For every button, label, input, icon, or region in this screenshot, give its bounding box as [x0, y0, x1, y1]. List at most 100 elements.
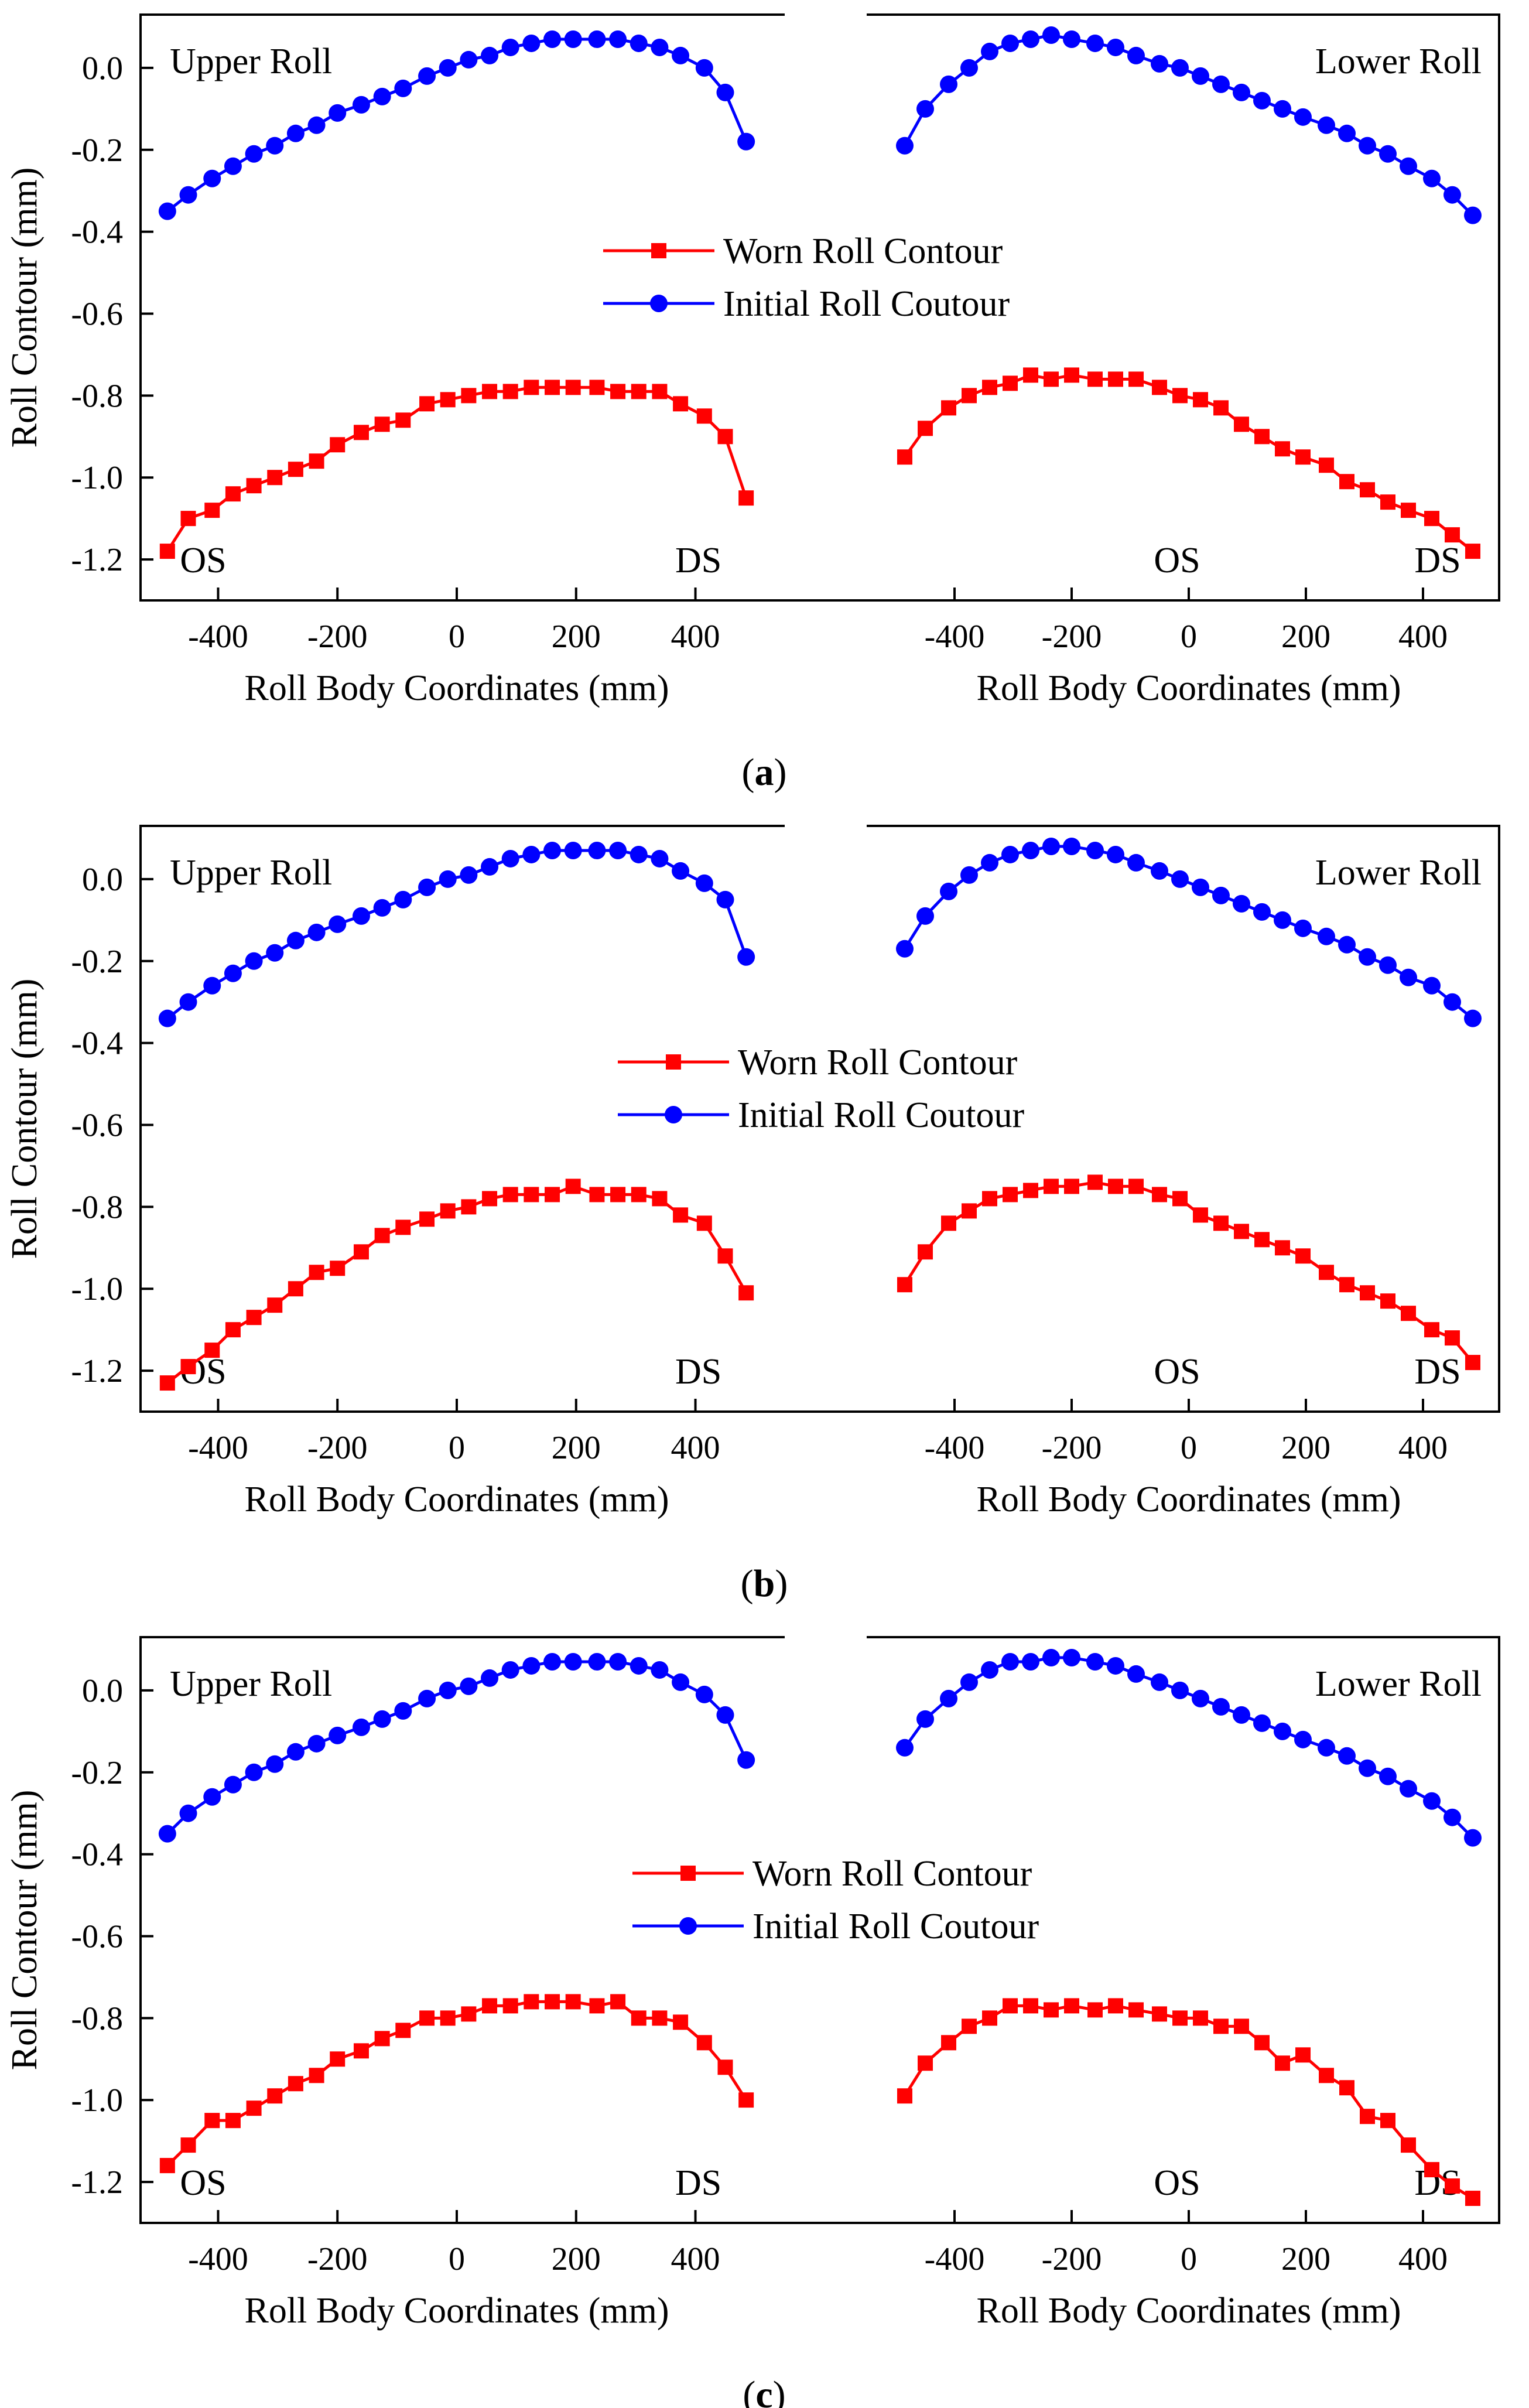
worn-marker [1087, 2002, 1103, 2018]
worn-line [166, 385, 748, 552]
y-tick-label: -0.6 [71, 1107, 123, 1143]
worn-marker [482, 1998, 498, 2014]
x-axis-title: Roll Body Coordinates (mm) [244, 668, 669, 708]
initial-marker [1107, 845, 1124, 863]
initial-marker [481, 858, 499, 876]
initial-line [903, 1656, 1474, 1839]
figure-caption: (b) [741, 1562, 788, 1605]
initial-marker [1423, 1792, 1441, 1810]
initial-marker [439, 1681, 457, 1699]
initial-marker [460, 50, 478, 69]
initial-marker [1212, 886, 1230, 904]
initial-marker [916, 100, 934, 118]
worn-marker [1465, 1355, 1480, 1371]
worn-marker [246, 2100, 262, 2116]
worn-marker [1193, 1207, 1208, 1223]
initial-marker [916, 1710, 934, 1728]
worn-marker [502, 1187, 518, 1203]
initial-marker [224, 157, 242, 175]
y-tick-label: -0.2 [71, 1755, 123, 1791]
initial-marker [1171, 59, 1189, 77]
initial-marker [1127, 46, 1145, 64]
worn-roll-series [897, 1998, 1480, 2207]
initial-marker [651, 38, 669, 56]
worn-marker [1087, 371, 1103, 387]
initial-marker [286, 1743, 305, 1761]
worn-marker [545, 1187, 560, 1203]
initial-marker [439, 59, 457, 77]
worn-marker [1295, 1248, 1311, 1264]
initial-marker [1379, 956, 1397, 974]
worn-marker [1360, 2109, 1375, 2124]
initial-marker [307, 1734, 326, 1753]
worn-roll-series [897, 367, 1480, 559]
initial-marker [245, 145, 263, 163]
initial-marker [245, 952, 263, 970]
y-tick-label: -0.4 [71, 1026, 123, 1062]
figure-caption: (a) [742, 751, 787, 794]
worn-marker [610, 384, 626, 399]
initial-marker [418, 1689, 436, 1707]
initial-marker [630, 1656, 648, 1675]
worn-marker [524, 1187, 539, 1203]
worn-marker [180, 1359, 196, 1375]
initial-marker [224, 1775, 242, 1794]
initial-marker [1359, 948, 1376, 966]
worn-marker [941, 1215, 956, 1231]
os-label: OS [1154, 541, 1200, 580]
x-tick-label: -200 [1042, 2241, 1102, 2277]
worn-marker [159, 544, 175, 559]
worn-marker [941, 400, 956, 416]
figure-a: 0.0 -0.2 -0.4 -0.6 -0.8 -1.0 -1.2 Roll Contour … [5, 12, 1500, 794]
worn-marker [717, 2059, 733, 2075]
x-tick-label: -400 [925, 1430, 985, 1466]
x-tick-label: -200 [1042, 619, 1102, 655]
worn-marker [309, 453, 324, 469]
worn-marker [1003, 375, 1018, 391]
x-tick-label: 0 [449, 619, 465, 655]
initial-marker [203, 976, 221, 995]
initial-marker [1233, 894, 1250, 913]
x-tick-label: 200 [1281, 619, 1330, 655]
initial-marker [737, 1751, 755, 1769]
initial-marker [940, 882, 957, 900]
initial-marker [588, 1652, 606, 1671]
worn-marker [309, 2068, 324, 2083]
initial-marker [651, 1661, 669, 1679]
worn-marker [288, 1281, 303, 1297]
initial-marker [1294, 1730, 1312, 1748]
worn-marker [1275, 2055, 1290, 2071]
initial-roll-series [896, 837, 1482, 1027]
worn-marker [652, 2010, 668, 2026]
worn-marker [1003, 1187, 1018, 1203]
x-tick-label: 200 [552, 619, 601, 655]
initial-marker [373, 899, 391, 917]
worn-marker [1234, 1224, 1249, 1239]
x-tick-label: 0 [1181, 2241, 1197, 2277]
initial-marker [960, 866, 978, 884]
initial-marker [1001, 845, 1019, 863]
worn-marker [1023, 1183, 1038, 1198]
initial-marker [158, 1825, 176, 1843]
x-tick-label: 0 [1181, 619, 1197, 655]
initial-marker [1233, 1706, 1250, 1724]
initial-marker [245, 1763, 263, 1781]
initial-marker [373, 1710, 391, 1728]
initial-marker [1423, 169, 1441, 187]
worn-marker [631, 384, 647, 399]
legend: Worn Roll Contour Initial Roll Coutour [603, 231, 1010, 324]
y-tick-label: -0.8 [71, 378, 123, 414]
initial-marker [179, 993, 197, 1011]
initial-marker [1042, 837, 1060, 855]
initial-roll-series [158, 30, 755, 220]
x-axis-title: Roll Body Coordinates (mm) [976, 2291, 1401, 2331]
worn-marker [589, 1998, 605, 2014]
worn-marker [204, 2113, 220, 2129]
worn-marker [962, 388, 977, 404]
panel-lower-roll: -400 -200 0 200 400 Roll Body Coordinates (mm… [896, 837, 1482, 1519]
lower-roll-label: Lower Roll [1315, 42, 1482, 81]
worn-marker [330, 2051, 346, 2067]
y-tick-label: -0.8 [71, 2000, 123, 2037]
